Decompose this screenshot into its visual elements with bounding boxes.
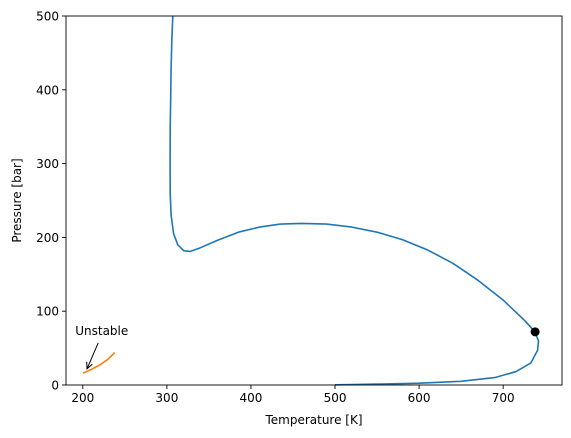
y-tick-label: 200	[36, 231, 59, 245]
y-tick-label: 400	[36, 83, 59, 97]
plot-area: Unstable	[75, 15, 540, 386]
x-axis-label: Temperature [K]	[264, 413, 362, 427]
x-tick-label: 700	[492, 391, 515, 405]
x-tick-label: 500	[324, 391, 347, 405]
annotation-arrow-line	[86, 342, 99, 369]
y-tick-label: 500	[36, 10, 59, 24]
y-tick-label: 100	[36, 305, 59, 319]
axis-ticks: 200 300 400 500 600 700 0 100 200 300 400 500	[36, 10, 515, 406]
plot-frame	[65, 15, 563, 386]
x-tick-label: 200	[71, 391, 94, 405]
x-tick-label: 400	[239, 391, 262, 405]
x-tick-label: 300	[155, 391, 178, 405]
y-tick-label: 300	[36, 157, 59, 171]
annotation-arrow-head	[86, 361, 93, 370]
series-line-2	[82, 351, 116, 374]
y-tick-label: 0	[51, 379, 59, 393]
y-axis-label: Pressure [bar]	[10, 158, 24, 242]
x-tick-label: 600	[408, 391, 431, 405]
annotation-label: Unstable	[75, 324, 128, 338]
critical-point-marker	[530, 327, 540, 337]
series-line-1	[169, 15, 540, 386]
